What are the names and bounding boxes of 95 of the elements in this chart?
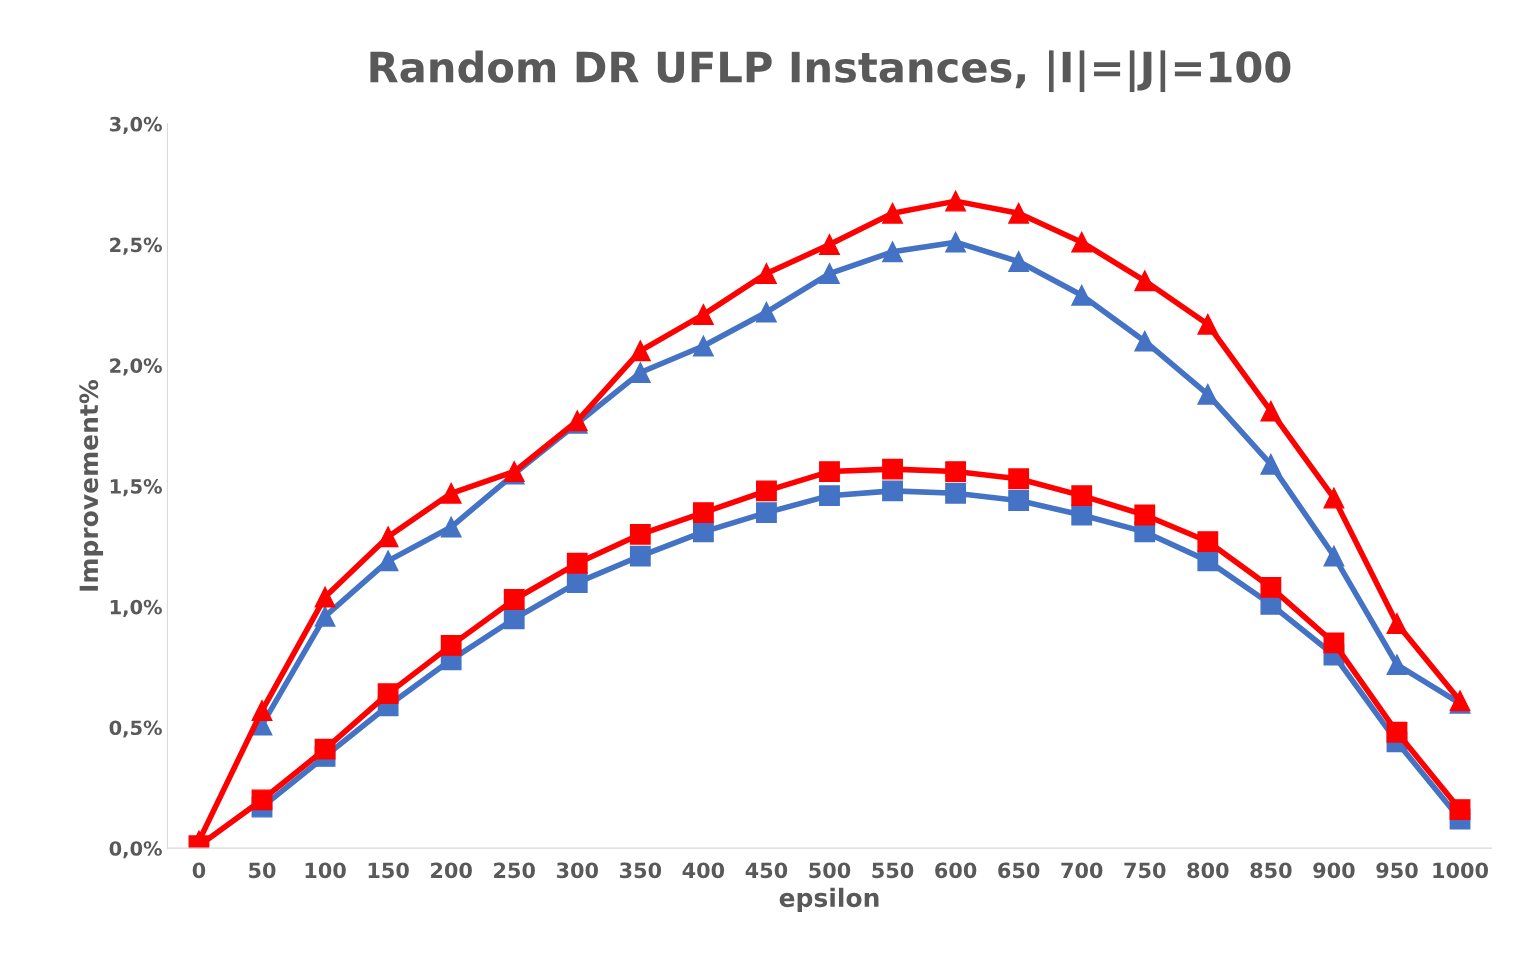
point xyxy=(945,482,967,504)
point xyxy=(692,335,714,357)
point xyxy=(819,263,840,284)
y-tick-label: 0,0% xyxy=(109,841,162,859)
point xyxy=(1008,202,1030,224)
point xyxy=(1323,487,1345,509)
point xyxy=(1260,577,1282,598)
point xyxy=(882,202,903,224)
x-tick-label: 150 xyxy=(368,862,409,879)
point xyxy=(882,480,903,502)
x-tick-label: 650 xyxy=(998,862,1040,879)
point xyxy=(819,485,840,507)
y-axis-title: Improvement% xyxy=(79,379,104,591)
point xyxy=(1260,400,1282,422)
y-tick-label: 1,5% xyxy=(110,478,162,497)
point xyxy=(1071,504,1093,526)
point xyxy=(377,550,399,572)
x-tick-label: 0 xyxy=(192,862,206,879)
point xyxy=(1071,231,1093,253)
x-tick-label: 200 xyxy=(431,862,472,879)
x-tick-label: 50 xyxy=(249,862,276,879)
point xyxy=(1197,550,1219,572)
point xyxy=(692,304,714,326)
x-tick-label: 950 xyxy=(1376,862,1418,879)
y-tick-label: 2,5% xyxy=(110,237,162,255)
point xyxy=(629,340,651,362)
chart-title: Random DR UFLP Instances, |I|=|J|=100 xyxy=(370,50,1291,93)
point xyxy=(503,608,525,630)
y-tick-label: 0,5% xyxy=(109,720,162,738)
point xyxy=(756,263,777,284)
point xyxy=(756,480,777,502)
point xyxy=(440,634,462,656)
x-tick-label: 1000 xyxy=(1433,862,1489,879)
point xyxy=(1197,383,1219,405)
point xyxy=(1008,490,1030,511)
x-tick-label: 850 xyxy=(1250,862,1292,879)
point xyxy=(629,545,651,567)
x-tick-label: 400 xyxy=(682,862,725,879)
point xyxy=(756,301,777,323)
point xyxy=(756,502,777,524)
x-tick-label: 900 xyxy=(1313,862,1355,879)
point xyxy=(566,552,588,574)
point xyxy=(1008,468,1030,490)
point xyxy=(1071,485,1093,507)
point xyxy=(1323,545,1345,567)
point xyxy=(945,461,967,482)
point xyxy=(1071,284,1093,306)
point xyxy=(1197,531,1219,552)
point xyxy=(440,482,462,504)
point xyxy=(819,461,840,482)
point xyxy=(629,523,651,545)
point xyxy=(1386,613,1408,635)
point xyxy=(692,521,714,543)
point xyxy=(1134,330,1156,352)
x-tick-label: 800 xyxy=(1187,862,1229,879)
point xyxy=(1260,453,1282,475)
point xyxy=(1134,504,1156,526)
point xyxy=(377,526,399,548)
y-tick-label: 2,0% xyxy=(110,358,162,376)
point xyxy=(882,458,903,480)
point xyxy=(251,789,273,811)
x-tick-label: 700 xyxy=(1061,862,1103,879)
y-tick-label: 1,0% xyxy=(110,599,162,617)
point xyxy=(251,700,273,721)
point xyxy=(566,572,588,594)
x-tick-label: 450 xyxy=(745,862,788,879)
point xyxy=(1449,799,1471,820)
y-tick-label: 3,0% xyxy=(109,116,162,135)
x-tick-label: 250 xyxy=(494,862,535,879)
point xyxy=(440,516,462,538)
point xyxy=(1386,721,1408,743)
point xyxy=(945,190,967,212)
point xyxy=(314,586,336,608)
x-tick-label: 350 xyxy=(619,862,662,879)
point xyxy=(629,362,651,383)
x-tick-label: 300 xyxy=(556,862,599,879)
x-tick-label: 600 xyxy=(935,862,977,879)
x-tick-label: 100 xyxy=(305,862,346,879)
point xyxy=(1134,270,1156,292)
point xyxy=(1197,313,1219,335)
point xyxy=(314,605,336,627)
x-tick-label: 550 xyxy=(872,862,914,879)
x-axis-title: epsilon xyxy=(779,887,879,912)
point xyxy=(1323,632,1345,654)
point xyxy=(945,231,967,253)
point xyxy=(819,234,840,256)
point xyxy=(314,738,336,760)
point xyxy=(1008,251,1030,272)
point xyxy=(882,241,903,263)
x-tick-label: 750 xyxy=(1124,862,1166,879)
point xyxy=(377,683,399,705)
x-tick-label: 500 xyxy=(809,862,851,879)
point xyxy=(1386,654,1408,676)
point xyxy=(503,589,525,610)
point xyxy=(692,502,714,524)
